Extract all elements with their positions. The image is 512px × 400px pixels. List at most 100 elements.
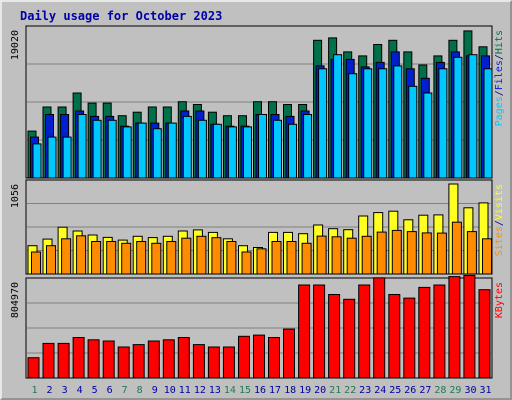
bar-pages-day-5 (92, 119, 102, 179)
bar-pages-day-3 (62, 136, 72, 179)
bar-kbytes-day-28 (433, 284, 446, 379)
day-label-8: 8 (137, 385, 143, 396)
bar-kbytes-day-17 (268, 337, 280, 379)
day-label-3: 3 (62, 385, 68, 396)
day-label-4: 4 (77, 385, 83, 396)
chart-title: Daily usage for October 2023 (20, 9, 223, 23)
bar-sites-day-23 (361, 235, 372, 275)
day-label-6: 6 (107, 385, 113, 396)
bar-sites-day-5 (91, 241, 102, 275)
bar-pages-day-13 (212, 123, 222, 179)
bar-sites-day-13 (211, 237, 222, 275)
bar-sites-day-18 (286, 241, 297, 275)
bar-kbytes-day-23 (358, 284, 371, 379)
legend-entry: KBytes (494, 282, 505, 318)
legend-entry: Visits (494, 184, 505, 220)
bar-kbytes-day-24 (373, 277, 386, 379)
bar-pages-day-27 (423, 92, 433, 179)
bar-kbytes-day-6 (102, 340, 115, 379)
bar-pages-day-24 (378, 68, 388, 179)
day-label-27: 27 (419, 385, 431, 396)
day-label-25: 25 (389, 385, 401, 396)
day-label-10: 10 (164, 385, 176, 396)
bar-pages-day-17 (273, 119, 282, 179)
legend-entry: Pages (494, 96, 505, 126)
legend-visits-sites: Sites/Visits (494, 184, 505, 256)
bar-kbytes-day-8 (132, 344, 145, 379)
bar-pages-day-1 (32, 143, 42, 179)
day-label-13: 13 (209, 385, 221, 396)
bar-pages-day-16 (258, 114, 267, 179)
bar-sites-day-15 (241, 251, 252, 275)
bar-sites-day-7 (121, 242, 132, 275)
bar-kbytes-day-7 (117, 346, 130, 379)
bar-pages-day-19 (303, 114, 313, 179)
bar-pages-day-18 (288, 123, 297, 179)
bar-pages-day-29 (453, 56, 463, 179)
bar-sites-day-19 (301, 242, 312, 275)
legend-entry: / (494, 90, 505, 96)
legend-kbytes: KBytes (494, 282, 505, 318)
bar-kbytes-day-16 (253, 334, 265, 379)
bar-pages-day-7 (122, 126, 132, 179)
bar-sites-day-27 (421, 232, 432, 275)
bar-sites-day-16 (256, 248, 267, 275)
bar-pages-day-30 (468, 54, 478, 179)
bar-sites-day-24 (376, 231, 387, 275)
bar-pages-day-28 (438, 68, 448, 179)
bar-kbytes-day-10 (162, 339, 175, 379)
bar-pages-day-9 (152, 128, 162, 179)
legend-entry: / (494, 54, 505, 60)
max-label-hits-files-pages: 19020 (10, 30, 21, 60)
day-label-5: 5 (92, 385, 98, 396)
bar-sites-day-21 (331, 236, 342, 275)
day-label-21: 21 (329, 385, 341, 396)
bar-kbytes-day-20 (313, 284, 326, 379)
bar-kbytes-day-27 (418, 286, 431, 379)
day-label-29: 29 (449, 385, 461, 396)
day-label-7: 7 (122, 385, 128, 396)
bar-kbytes-day-12 (192, 344, 205, 379)
day-label-22: 22 (344, 385, 356, 396)
bar-kbytes-day-26 (403, 297, 416, 379)
legend-entry: Sites (494, 226, 505, 256)
bar-sites-day-25 (391, 229, 402, 275)
bar-kbytes-day-4 (72, 337, 85, 379)
bar-kbytes-day-15 (238, 335, 250, 379)
bar-kbytes-day-25 (388, 294, 401, 379)
bar-sites-day-29 (451, 221, 462, 275)
day-label-9: 9 (152, 385, 158, 396)
bar-pages-day-6 (107, 119, 117, 179)
bar-kbytes-day-9 (147, 340, 160, 379)
bar-pages-day-22 (348, 73, 358, 179)
bar-pages-day-12 (197, 119, 207, 179)
bar-sites-day-12 (196, 235, 207, 275)
bar-sites-day-9 (151, 242, 162, 275)
day-label-2: 2 (46, 385, 52, 396)
day-label-12: 12 (194, 385, 206, 396)
legend-entry: / (494, 220, 505, 226)
bar-kbytes-day-21 (328, 294, 341, 379)
legend-entry: Hits (494, 30, 505, 54)
bar-kbytes-day-1 (27, 357, 40, 379)
day-label-19: 19 (299, 385, 311, 396)
bar-pages-day-23 (363, 68, 373, 179)
day-label-14: 14 (224, 385, 236, 396)
bar-pages-day-20 (318, 68, 328, 179)
bar-pages-day-31 (483, 68, 493, 179)
bar-kbytes-day-14 (222, 346, 235, 379)
bar-sites-day-10 (166, 241, 177, 275)
bar-kbytes-day-5 (87, 339, 100, 379)
bar-sites-day-3 (61, 238, 72, 275)
bar-sites-day-20 (316, 235, 327, 275)
bar-sites-day-26 (406, 231, 417, 275)
bar-kbytes-day-19 (298, 284, 311, 379)
bar-kbytes-day-13 (207, 346, 220, 379)
day-label-26: 26 (404, 385, 416, 396)
bar-kbytes-day-3 (57, 342, 70, 379)
bar-sites-day-2 (46, 245, 56, 275)
max-label-visits-sites: 1056 (10, 184, 21, 208)
bar-pages-day-11 (182, 115, 192, 179)
